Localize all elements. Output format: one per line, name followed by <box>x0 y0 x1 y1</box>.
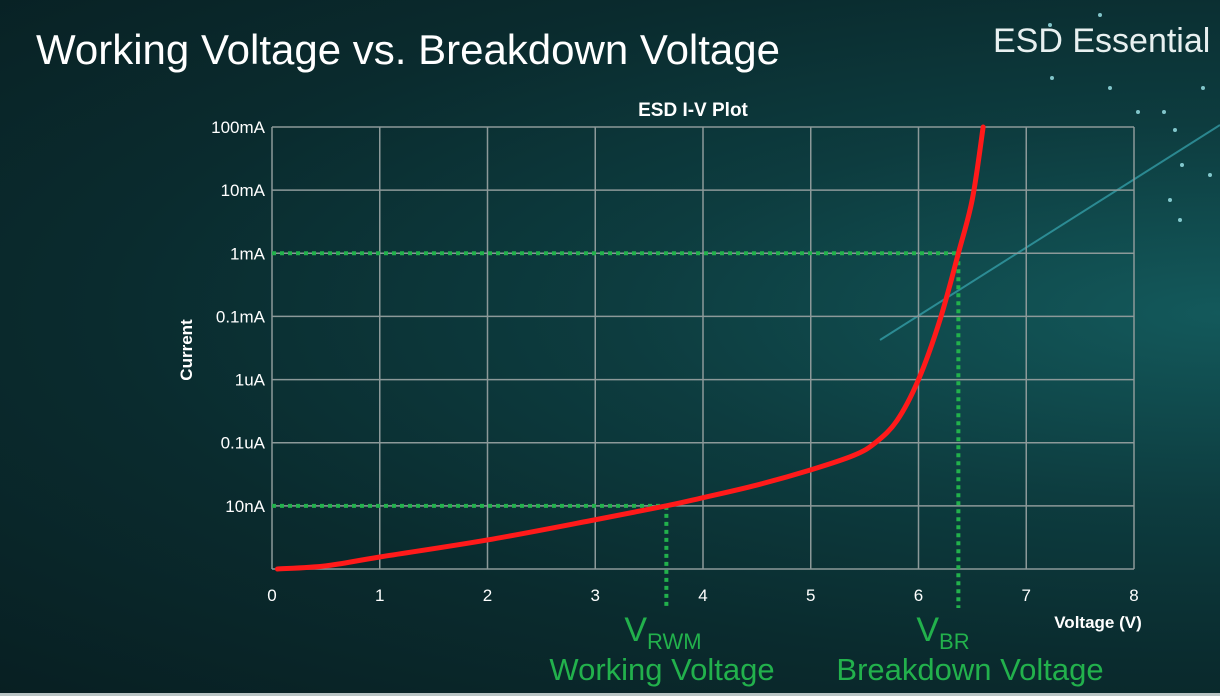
x-tick-label: 6 <box>914 586 923 605</box>
x-tick-label: 3 <box>591 586 600 605</box>
decorative-star <box>1048 23 1052 27</box>
y-tick-label: 1uA <box>235 371 266 390</box>
x-tick-label: 2 <box>483 586 492 605</box>
x-axis-label: Voltage (V) <box>1054 613 1142 632</box>
decorative-star <box>1108 86 1112 90</box>
slide-bottom-border <box>0 693 1220 696</box>
decorative-star <box>1136 110 1140 114</box>
x-tick-label: 8 <box>1129 586 1138 605</box>
y-tick-label: 100mA <box>211 118 266 137</box>
decorative-star <box>1162 110 1166 114</box>
decorative-star <box>1201 86 1205 90</box>
decorative-star <box>1180 163 1184 167</box>
y-tick-label: 0.1uA <box>221 434 266 453</box>
decorative-star <box>1050 76 1054 80</box>
decorative-star <box>1098 13 1102 17</box>
decorative-star <box>1168 198 1172 202</box>
marker-symbol-main: V <box>916 611 939 649</box>
background-decoration <box>879 13 1220 341</box>
slide-title: Working Voltage vs. Breakdown Voltage <box>36 26 781 73</box>
y-tick-label: 10nA <box>225 497 265 516</box>
marker-caption: Working Voltage <box>549 652 774 687</box>
x-tick-label: 5 <box>806 586 815 605</box>
marker-symbol-subscript: BR <box>939 629 970 654</box>
decorative-star <box>1178 218 1182 222</box>
x-tick-label: 7 <box>1022 586 1031 605</box>
y-tick-label: 0.1mA <box>216 307 266 326</box>
decorative-star <box>1173 128 1177 132</box>
marker-symbol: VRWM <box>624 611 701 654</box>
marker-symbol-main: V <box>624 611 647 649</box>
x-tick-label: 4 <box>698 586 707 605</box>
y-tick-label: 1mA <box>230 244 266 263</box>
x-tick-label: 0 <box>267 586 276 605</box>
chart-title: ESD I-V Plot <box>638 100 748 121</box>
decorative-star <box>1208 173 1212 177</box>
brand-logo-text: ESD Essential <box>993 22 1211 60</box>
marker-symbol-subscript: RWM <box>647 629 702 654</box>
y-tick-label: 10mA <box>221 181 266 200</box>
marker-caption: Breakdown Voltage <box>836 652 1103 687</box>
decorative-light-streak <box>879 124 1220 341</box>
y-axis-label: Current <box>177 319 196 381</box>
x-tick-label: 1 <box>375 586 384 605</box>
marker-symbol: VBR <box>916 611 969 654</box>
iv-curve-line <box>274 124 986 572</box>
